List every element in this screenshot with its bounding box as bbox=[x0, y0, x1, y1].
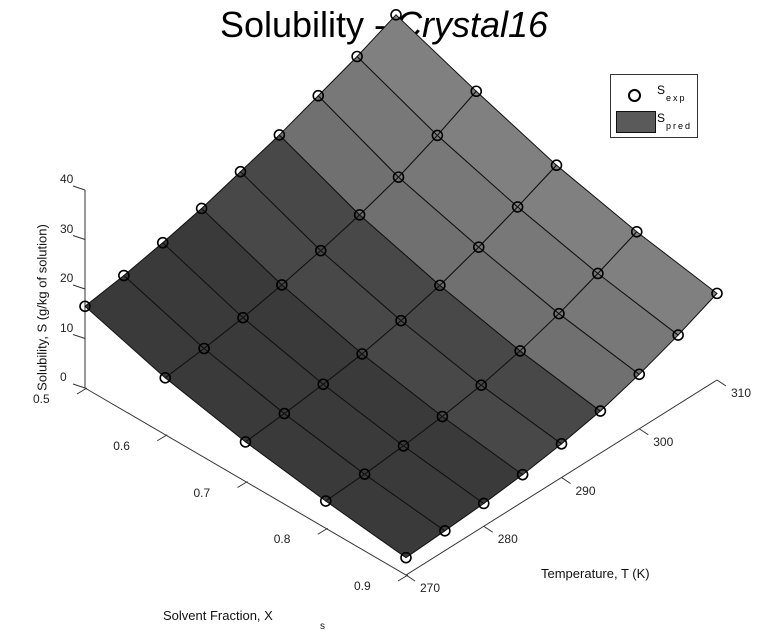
x-tick-label: 0.9 bbox=[354, 579, 371, 593]
t-tick-label: 270 bbox=[420, 581, 441, 595]
x-tick-label: 0.8 bbox=[273, 532, 291, 547]
legend-item-pred: S pred bbox=[611, 107, 697, 135]
x-tick-label: 0.6 bbox=[113, 438, 130, 453]
t-tick-label: 300 bbox=[653, 434, 674, 449]
z-tick-label: 10 bbox=[60, 320, 74, 335]
circle-marker-icon bbox=[628, 89, 641, 102]
chart-title: Solubility - Crystal16 bbox=[219, 4, 549, 45]
y-axis-label: Temperature, T (K) bbox=[541, 566, 650, 581]
x-axis-label: Solvent Fraction, X bbox=[163, 608, 273, 623]
x-tick-label: 0.5 bbox=[33, 392, 50, 406]
z-axis-label: Solubility, S (g/kg of solution) bbox=[34, 224, 50, 391]
legend: S exp S pred bbox=[610, 74, 698, 138]
surface-swatch-icon bbox=[616, 111, 656, 133]
z-tick-label: 0 bbox=[60, 370, 67, 384]
prediction-surface bbox=[84, 14, 718, 559]
z-tick-label: 30 bbox=[60, 221, 74, 236]
t-tick-label: 310 bbox=[731, 386, 752, 400]
legend-item-exp: S exp bbox=[611, 79, 697, 107]
z-tick-label: 20 bbox=[60, 271, 74, 285]
experimental-markers bbox=[79, 9, 723, 564]
x-tick-label: 0.7 bbox=[193, 485, 211, 500]
t-tick-label: 280 bbox=[497, 532, 518, 547]
z-tick-label: 40 bbox=[60, 172, 74, 186]
axes-lines bbox=[72, 185, 727, 582]
t-tick-label: 290 bbox=[575, 483, 596, 498]
x-axis-label-subscript: s bbox=[320, 621, 325, 632]
